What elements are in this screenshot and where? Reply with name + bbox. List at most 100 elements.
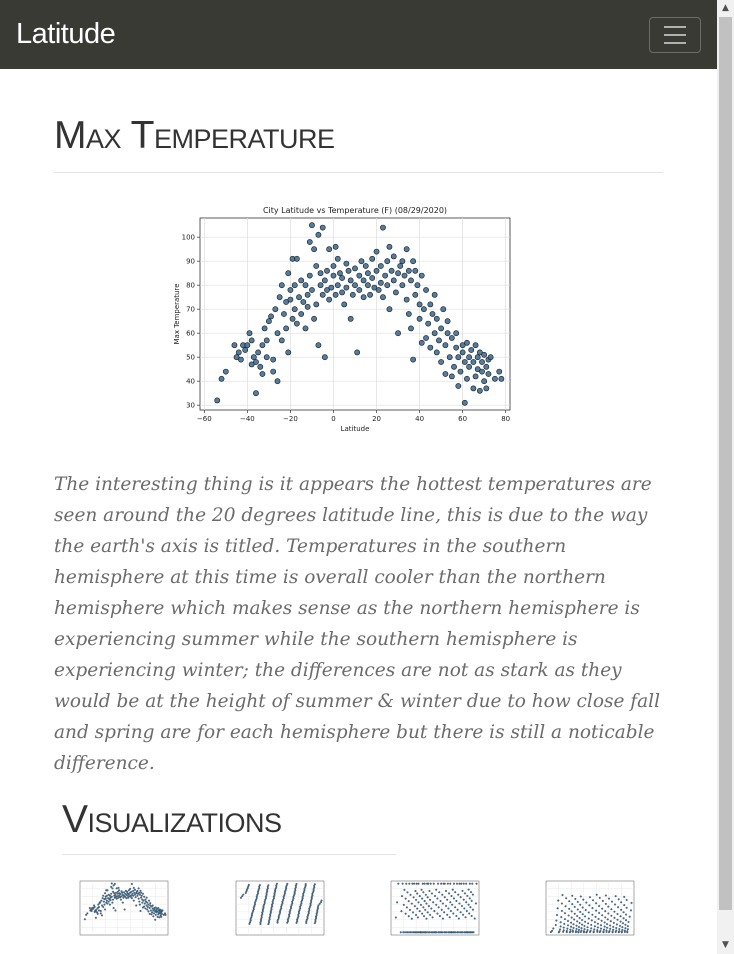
thumbnail-point	[563, 912, 566, 915]
thumbnail-point	[457, 917, 460, 920]
thumbnail-point	[452, 882, 455, 885]
thumbnail-point	[574, 930, 577, 933]
thumbnail-point	[120, 895, 123, 898]
thumbnail-point	[580, 927, 583, 930]
thumbnail-point	[415, 913, 418, 916]
thumbnail-point	[610, 914, 613, 917]
thumbnail-point	[596, 922, 599, 925]
thumbnail-point	[573, 905, 576, 908]
thumbnail-point	[469, 906, 472, 909]
scatter-point	[412, 267, 419, 274]
scatter-point	[459, 349, 466, 356]
scatter-point	[319, 291, 326, 298]
vertical-scrollbar[interactable]: ▲ ▼	[717, 0, 734, 954]
thumbnail-point	[603, 925, 606, 928]
thumbnail-point	[425, 917, 428, 920]
wind-speed-thumbnail[interactable]	[534, 875, 640, 945]
thumbnail-point	[618, 930, 621, 933]
thumbnail-point	[116, 895, 119, 898]
thumbnail-point	[471, 893, 474, 896]
cloudiness-thumbnail[interactable]	[379, 875, 485, 945]
scatter-point	[408, 277, 414, 284]
thumbnail-point	[625, 898, 628, 901]
navbar-toggler-button[interactable]	[649, 16, 701, 53]
scatter-point	[472, 373, 479, 380]
visualizations-title: Visualizations	[62, 798, 282, 841]
thumbnail-point	[470, 899, 473, 902]
thumbnail-point	[445, 931, 448, 934]
thumbnail-plot-area	[235, 880, 325, 936]
thumbnail-point	[604, 916, 607, 919]
thumbnail-point	[467, 888, 470, 891]
scatter-point	[263, 354, 270, 361]
thumbnail-point	[419, 903, 422, 906]
hamburger-icon	[664, 25, 686, 28]
thumbnail-point	[423, 882, 426, 885]
thumbnail-point	[441, 931, 444, 934]
thumbnail-point	[146, 906, 149, 909]
navbar-brand[interactable]: Latitude	[16, 18, 116, 50]
thumbnail-point	[438, 915, 441, 918]
thumbnail-point	[435, 931, 438, 934]
thumbnail-point	[579, 910, 582, 913]
thumbnail-point	[430, 907, 433, 910]
thumbnail-plot-area	[545, 880, 635, 936]
thumbnail-point	[578, 917, 581, 920]
thumbnail-point	[599, 924, 602, 927]
scatter-point	[257, 363, 264, 370]
thumbnail-point	[614, 895, 617, 898]
thumbnail-point	[117, 886, 120, 889]
thumbnail-point	[158, 916, 161, 919]
scroll-up-arrow-icon[interactable]: ▲	[722, 3, 729, 13]
scatter-point	[455, 383, 462, 389]
thumbnail-point	[461, 931, 464, 934]
thumbnail-point	[139, 889, 142, 892]
thumbnail-point	[129, 887, 132, 890]
thumbnail-point	[625, 919, 628, 922]
thumbnail-point	[141, 901, 144, 904]
scatter-point	[373, 267, 380, 274]
scatter-point	[386, 243, 393, 250]
thumbnail-point	[613, 910, 616, 913]
scatter-point	[326, 296, 333, 303]
thumbnail-point	[138, 891, 141, 894]
thumbnail-point	[96, 912, 99, 915]
scroll-down-arrow-icon[interactable]: ▼	[722, 940, 729, 950]
scatter-point	[362, 263, 369, 269]
thumbnail-point	[102, 900, 105, 903]
thumbnail-point	[85, 913, 88, 916]
navbar: Latitude	[0, 0, 717, 69]
scatter-point	[293, 255, 300, 262]
scatter-point	[461, 359, 468, 365]
thumbnail-point	[134, 896, 137, 899]
x-tick-label: −60	[197, 415, 212, 423]
thumbnail-point	[427, 905, 430, 908]
thumbnail-point	[413, 882, 416, 885]
thumbnail-point	[131, 892, 134, 895]
thumbnail-point	[452, 897, 455, 900]
thumbnail-point	[625, 913, 628, 916]
scatter-point	[427, 344, 434, 351]
thumbnail-point	[615, 923, 618, 926]
thumbnail-point	[415, 898, 418, 901]
temperature-thumbnail[interactable]	[68, 875, 174, 945]
thumbnail-point	[436, 897, 439, 900]
scrollbar-thumb[interactable]	[719, 17, 732, 910]
temperature-scatter-plot: −60 −40 −20 0 20 40 60 80 30 40 50 60 70 80 90 100 City …	[173, 206, 511, 433]
scatter-point	[425, 320, 432, 327]
thumbnail-point	[440, 882, 443, 885]
scatter-point	[306, 272, 313, 279]
scatter-point	[341, 301, 348, 308]
scatter-point	[218, 375, 225, 382]
thumbnail-point	[603, 921, 606, 924]
humidity-thumbnail[interactable]	[224, 875, 330, 945]
thumbnail-point	[403, 888, 406, 891]
thumbnail-point	[123, 908, 126, 911]
thumbnail-point	[414, 890, 417, 893]
thumbnail-point	[422, 915, 425, 918]
scatter-point	[337, 270, 343, 277]
scatter-point	[347, 315, 354, 322]
scatter-point	[438, 359, 445, 365]
scatter-point	[235, 349, 242, 356]
scatter-point	[395, 270, 401, 277]
